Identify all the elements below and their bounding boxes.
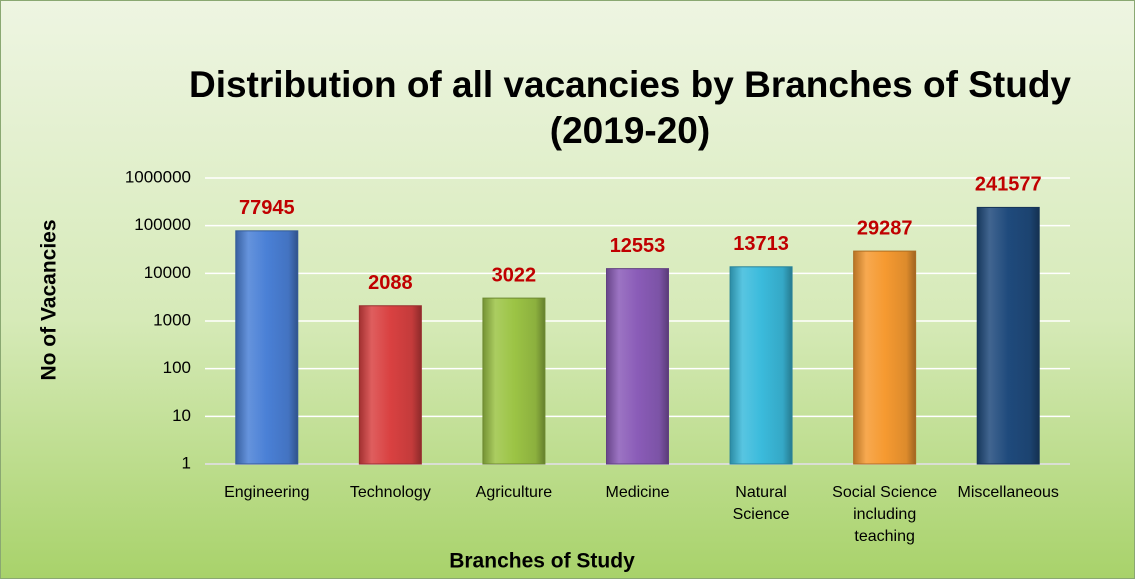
bar <box>853 250 917 465</box>
bar <box>482 297 546 465</box>
x-tick-label: Engineering <box>224 484 309 501</box>
x-tick-label: Miscellaneous <box>958 484 1059 501</box>
x-tick-label: Medicine <box>605 484 669 501</box>
bar <box>606 268 669 465</box>
bar <box>235 230 299 465</box>
value-label: 29287 <box>857 217 913 239</box>
bar <box>976 206 1040 465</box>
y-tick-label: 10 <box>172 406 191 425</box>
value-label: 12553 <box>610 235 666 257</box>
y-axis-label: No of Vacancies <box>38 219 61 380</box>
y-tick-label: 100000 <box>134 215 191 234</box>
bar <box>358 305 422 465</box>
y-tick-label: 100 <box>163 358 191 377</box>
value-label: 2088 <box>368 272 413 294</box>
value-label: 3022 <box>492 264 537 286</box>
chart-title: Distribution of all vacancies by Branche… <box>188 64 1072 151</box>
value-label: 77945 <box>239 197 295 219</box>
x-tick-label: Agriculture <box>476 484 553 501</box>
value-label: 241577 <box>975 174 1042 196</box>
x-tick-label: Social Science including teaching <box>832 484 937 545</box>
value-label: 13713 <box>733 233 789 255</box>
y-tick-label: 1000 <box>153 310 191 329</box>
x-tick-label: Natural Science <box>733 484 790 523</box>
x-axis-label: Branches of Study <box>449 550 635 573</box>
y-tick-label: 1000000 <box>125 167 191 186</box>
y-tick-label: 1 <box>182 453 191 472</box>
y-tick-label: 10000 <box>144 263 191 282</box>
bar <box>729 266 793 465</box>
x-tick-label: Technology <box>350 484 431 501</box>
